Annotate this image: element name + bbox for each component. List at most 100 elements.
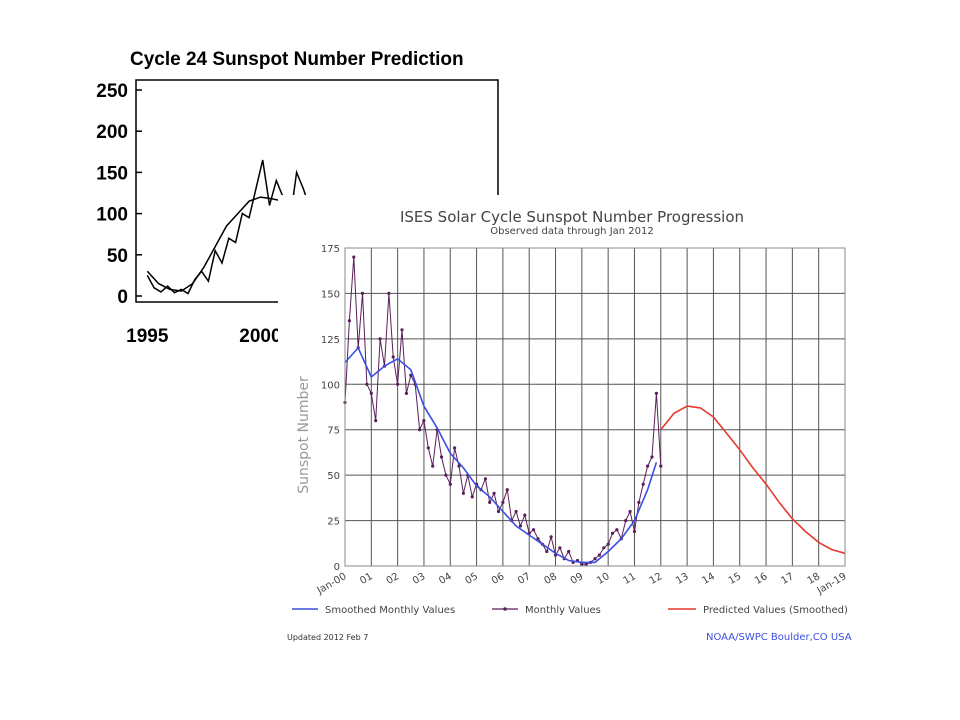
front-y-tick-label: 175 — [321, 244, 340, 255]
monthly-value-point — [483, 477, 487, 481]
monthly-value-point — [654, 391, 659, 395]
back-y-tick-label: 150 — [96, 163, 128, 184]
monthly-value-point — [422, 419, 426, 423]
monthly-value-point — [615, 528, 619, 532]
monthly-value-point — [470, 495, 474, 499]
back-x-tick-label: 1995 — [126, 326, 169, 347]
monthly-value-point — [426, 446, 430, 450]
front-x-tick-label: Jan-19 — [815, 571, 849, 597]
front-y-tick-label: 150 — [321, 289, 340, 300]
monthly-value-point — [628, 509, 632, 514]
back-y-tick-label: 100 — [96, 205, 128, 226]
monthly-value-point — [650, 455, 654, 459]
front-x-tick-label: 13 — [674, 571, 691, 587]
front-x-tick-label: 11 — [621, 571, 638, 587]
front-chart-panel — [278, 195, 858, 655]
front-chart-grid — [344, 247, 846, 567]
front-x-tick-label: 12 — [648, 571, 665, 587]
front-x-tick-label: 05 — [464, 571, 481, 587]
monthly-value-point — [409, 373, 413, 377]
front-chart-subtitle: Observed data through Jan 2012 — [490, 226, 654, 237]
front-x-tick-label: 09 — [569, 571, 586, 587]
credit-text: NOAA/SWPC Boulder,CO USA — [706, 632, 852, 643]
legend-marker-monthly — [503, 607, 507, 611]
legend-label-smoothed: Smoothed Monthly Values — [325, 605, 455, 616]
monthly-value-point — [400, 328, 404, 332]
front-y-tick-label: 75 — [327, 426, 340, 437]
monthly-value-point — [448, 482, 452, 486]
monthly-value-point — [659, 464, 663, 468]
monthly-value-point — [624, 519, 628, 523]
monthly-value-point — [444, 473, 448, 477]
monthly-value-point — [584, 562, 588, 566]
monthly-value-point — [549, 535, 553, 539]
back-monthly-line — [146, 159, 332, 295]
front-x-tick-label: 04 — [437, 571, 454, 587]
monthly-value-point — [488, 500, 492, 504]
monthly-value-point — [501, 500, 505, 504]
front-x-tick-label: 03 — [411, 571, 428, 587]
front-x-tick-label: 15 — [727, 571, 744, 587]
monthly-value-point — [641, 482, 645, 486]
back-y-tick-label: 50 — [107, 246, 128, 267]
monthly-value-point — [352, 255, 356, 259]
back-y-tick-label: 200 — [96, 122, 128, 143]
monthly-value-point — [387, 291, 391, 295]
front-x-tick-label: 02 — [385, 571, 402, 587]
back-chart-title: Cycle 24 Sunspot Number Prediction — [130, 49, 464, 70]
monthly-value-point — [593, 557, 597, 561]
front-x-tick-label: 10 — [595, 571, 612, 587]
front-y-tick-label: 0 — [334, 562, 340, 573]
monthly-value-point — [518, 524, 523, 528]
monthly-value-point — [505, 488, 509, 492]
monthly-value-point — [457, 464, 461, 468]
front-x-tick-label: 14 — [700, 571, 717, 587]
monthly-value-point — [418, 428, 422, 432]
back-y-tick-label: 0 — [117, 287, 128, 308]
monthly-value-point — [558, 546, 562, 550]
monthly-value-point — [610, 531, 615, 535]
monthly-value-point — [365, 382, 369, 386]
monthly-value-point — [496, 509, 501, 514]
monthly-value-point — [396, 382, 400, 386]
front-x-tick-label: 17 — [779, 571, 796, 587]
front-x-tick-label: 08 — [542, 571, 559, 587]
front-x-tick-label: 01 — [358, 571, 375, 587]
monthly-value-point — [514, 509, 518, 514]
front-y-tick-label: 100 — [321, 380, 340, 391]
monthly-value-point — [567, 549, 571, 554]
front-chart-legend: Smoothed Monthly Values Monthly Values P… — [292, 605, 848, 616]
monthly-value-point — [532, 528, 536, 532]
smoothed-values-line — [344, 346, 658, 564]
predicted-values-line — [660, 405, 846, 555]
monthly-value-point — [374, 419, 378, 423]
monthly-value-point — [602, 546, 606, 550]
updated-text: Updated 2012 Feb 7 — [287, 633, 368, 642]
front-chart-series — [343, 255, 846, 566]
monthly-value-point — [580, 562, 584, 566]
front-x-tick-label: Jan-00 — [315, 571, 349, 597]
monthly-value-point — [378, 337, 382, 341]
monthly-value-point — [347, 319, 351, 323]
front-x-tick-label: 07 — [516, 571, 533, 587]
front-chart-title: ISES Solar Cycle Sunspot Number Progress… — [400, 208, 744, 226]
monthly-value-point — [606, 542, 610, 546]
monthly-value-point — [492, 491, 496, 495]
monthly-value-point — [369, 391, 373, 395]
front-chart-ylabel: Sunspot Number — [296, 376, 312, 494]
monthly-value-point — [523, 513, 527, 517]
monthly-value-point — [632, 529, 637, 534]
monthly-value-point — [360, 291, 365, 295]
monthly-value-point — [597, 553, 602, 557]
monthly-value-point — [391, 355, 395, 359]
back-x-tick-label: 2000 — [239, 326, 281, 347]
front-y-tick-label: 50 — [327, 471, 340, 482]
legend-label-monthly: Monthly Values — [525, 605, 601, 616]
monthly-value-point — [404, 391, 408, 395]
monthly-value-point — [431, 464, 435, 468]
legend-label-predicted: Predicted Values (Smoothed) — [703, 605, 848, 616]
front-x-tick-label: 16 — [753, 571, 770, 587]
monthly-value-point — [545, 549, 549, 554]
